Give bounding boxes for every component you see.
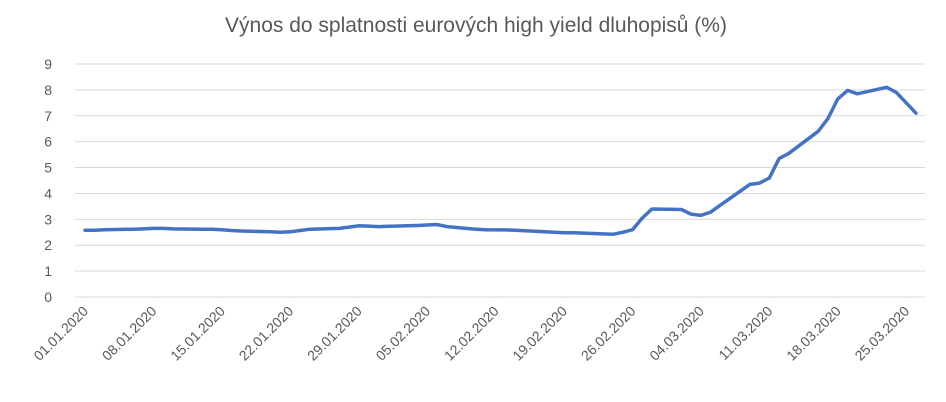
x-tick-label: 05.02.2020 <box>372 303 433 364</box>
x-tick-label: 19.02.2020 <box>509 303 570 364</box>
x-tick-label: 01.01.2020 <box>30 303 91 364</box>
x-tick-label: 18.03.2020 <box>783 303 844 364</box>
x-tick-label: 11.03.2020 <box>715 303 775 363</box>
x-tick-label: 26.02.2020 <box>578 303 639 364</box>
y-tick-label: 0 <box>44 289 52 305</box>
y-tick-label: 4 <box>44 185 52 201</box>
x-tick-label: 04.03.2020 <box>646 303 707 364</box>
x-tick-label: 15.01.2020 <box>167 303 228 364</box>
y-tick-label: 9 <box>44 56 52 72</box>
y-tick-label: 1 <box>44 263 52 279</box>
data-line <box>83 85 918 237</box>
x-tick-label: 29.01.2020 <box>304 303 365 364</box>
y-tick-label: 3 <box>44 211 52 227</box>
y-tick-label: 6 <box>44 134 52 150</box>
y-tick-label: 7 <box>44 108 52 124</box>
y-tick-label: 2 <box>44 237 52 253</box>
chart-title: Výnos do splatnosti eurových high yield … <box>225 14 727 37</box>
x-tick-label: 12.02.2020 <box>441 303 502 364</box>
x-tick-label: 08.01.2020 <box>99 303 160 364</box>
x-tick-label: 25.03.2020 <box>851 303 912 364</box>
y-tick-label: 5 <box>44 160 52 176</box>
y-tick-label: 8 <box>44 82 52 98</box>
x-tick-label: 22.01.2020 <box>236 303 297 364</box>
